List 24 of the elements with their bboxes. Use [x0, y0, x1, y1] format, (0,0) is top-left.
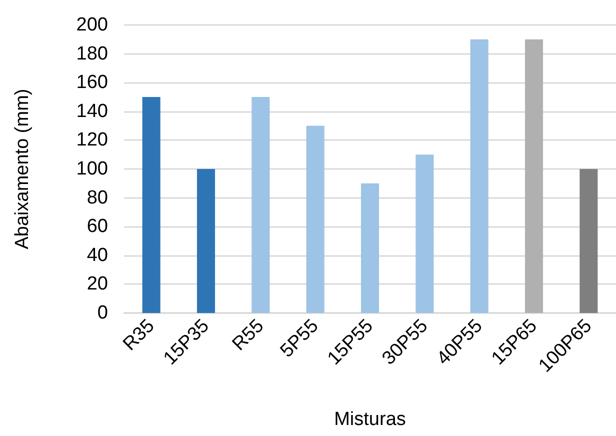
bar: [524, 39, 544, 313]
y-tick-label: 180: [76, 43, 108, 64]
bar: [142, 97, 160, 313]
y-tick-label: 120: [76, 130, 108, 151]
y-tick-label: 0: [97, 302, 108, 324]
y-tick-label: 140: [76, 100, 108, 122]
bar: [306, 126, 324, 313]
y-tick-label: 20: [86, 274, 108, 295]
y-tick-label: 100: [76, 158, 108, 180]
y-tick-label: 200: [76, 14, 108, 36]
y-axis-title: Abaixamento (mm): [12, 88, 33, 250]
bar: [360, 183, 380, 313]
x-axis-title: Misturas: [334, 409, 406, 430]
y-tick-label: 160: [76, 72, 108, 94]
bar: [196, 169, 216, 313]
y-tick-label: 60: [86, 216, 108, 238]
bar: [470, 39, 488, 313]
y-tick-label: 80: [86, 187, 108, 208]
x-tick-label: R35: [119, 316, 159, 356]
bar: [580, 169, 598, 313]
bar: [416, 154, 434, 313]
x-tick-label: R55: [228, 316, 268, 356]
bar: [252, 97, 270, 313]
y-tick-label: 40: [86, 244, 108, 266]
